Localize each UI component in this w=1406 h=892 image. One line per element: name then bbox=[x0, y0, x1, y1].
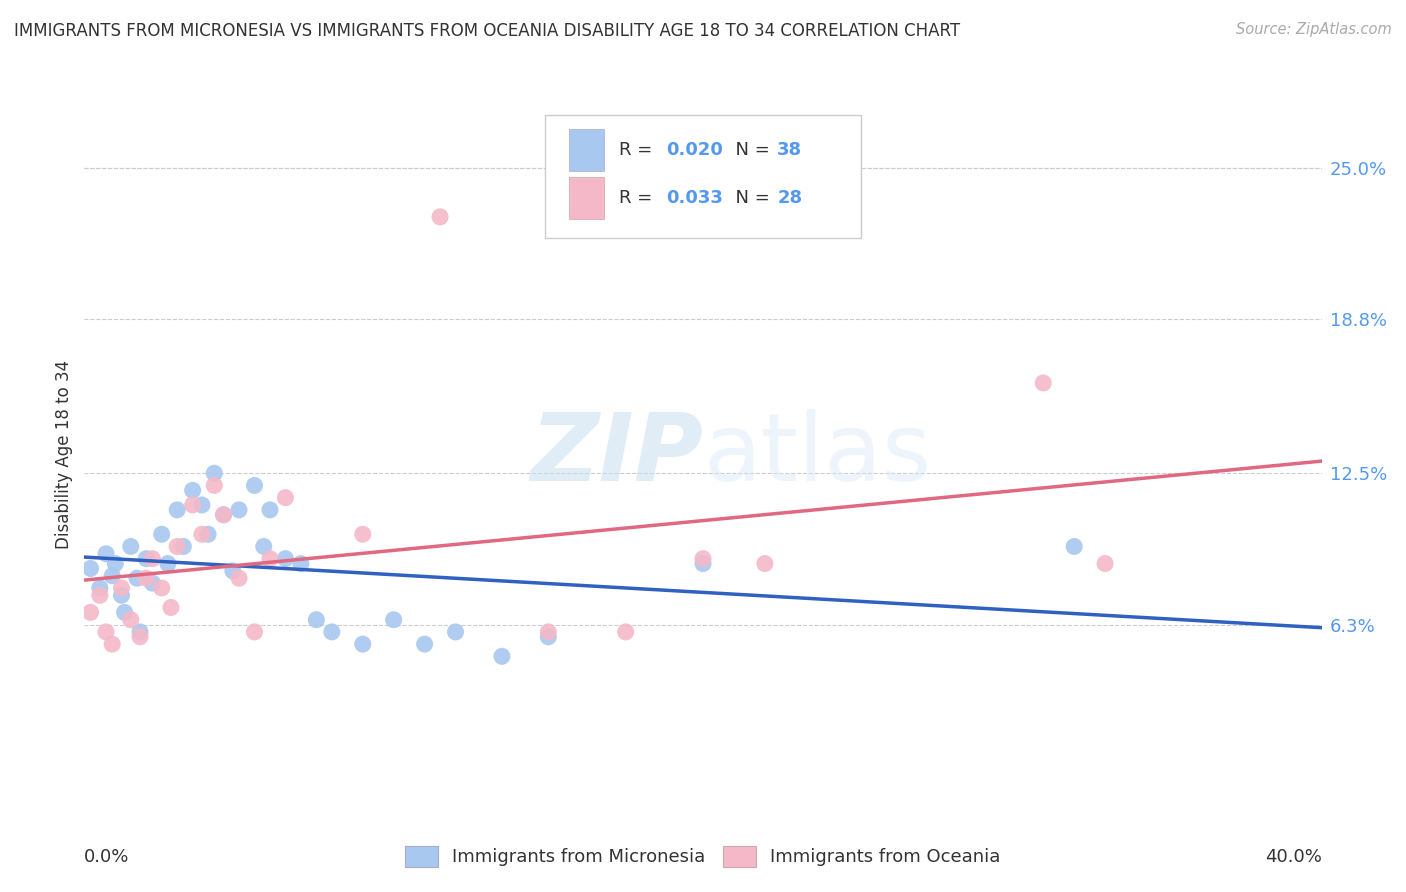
Point bbox=[166, 540, 188, 554]
Point bbox=[114, 606, 136, 620]
Point bbox=[212, 508, 235, 522]
Point bbox=[104, 557, 127, 571]
Point bbox=[125, 571, 148, 585]
Point bbox=[614, 624, 637, 639]
Point bbox=[141, 576, 163, 591]
Point bbox=[172, 540, 194, 554]
Point bbox=[537, 630, 560, 644]
Point bbox=[413, 637, 436, 651]
Point bbox=[212, 508, 235, 522]
Point bbox=[156, 557, 179, 571]
Text: 38: 38 bbox=[778, 141, 803, 159]
Point bbox=[754, 557, 776, 571]
Point bbox=[1063, 540, 1085, 554]
Point bbox=[129, 624, 152, 639]
Point bbox=[160, 600, 183, 615]
Point bbox=[181, 483, 204, 498]
Text: R =: R = bbox=[619, 141, 658, 159]
FancyBboxPatch shape bbox=[544, 115, 862, 238]
Text: 40.0%: 40.0% bbox=[1265, 848, 1322, 866]
Point bbox=[222, 564, 245, 578]
Point bbox=[150, 527, 173, 541]
Text: 28: 28 bbox=[778, 189, 803, 207]
Text: R =: R = bbox=[619, 189, 658, 207]
Point bbox=[120, 613, 142, 627]
Text: IMMIGRANTS FROM MICRONESIA VS IMMIGRANTS FROM OCEANIA DISABILITY AGE 18 TO 34 CO: IMMIGRANTS FROM MICRONESIA VS IMMIGRANTS… bbox=[14, 22, 960, 40]
Point bbox=[243, 478, 266, 492]
Point bbox=[444, 624, 467, 639]
Point bbox=[110, 581, 132, 595]
Point bbox=[101, 568, 124, 582]
Point bbox=[150, 581, 173, 595]
Point bbox=[129, 630, 152, 644]
Point bbox=[166, 503, 188, 517]
Text: N =: N = bbox=[724, 141, 776, 159]
Point bbox=[274, 551, 297, 566]
Point bbox=[382, 613, 405, 627]
Point bbox=[101, 637, 124, 651]
Text: ZIP: ZIP bbox=[530, 409, 703, 501]
Point bbox=[141, 551, 163, 566]
Text: 0.020: 0.020 bbox=[666, 141, 723, 159]
Point bbox=[274, 491, 297, 505]
Point bbox=[259, 503, 281, 517]
Point bbox=[202, 478, 225, 492]
Point bbox=[94, 547, 117, 561]
Text: atlas: atlas bbox=[703, 409, 931, 501]
Point bbox=[197, 527, 219, 541]
Point bbox=[228, 503, 250, 517]
Bar bbox=[569, 178, 605, 219]
Point bbox=[79, 561, 101, 575]
Point bbox=[290, 557, 312, 571]
Point bbox=[259, 551, 281, 566]
Point bbox=[110, 588, 132, 602]
Point bbox=[79, 606, 101, 620]
Point bbox=[181, 498, 204, 512]
Point bbox=[228, 571, 250, 585]
Point bbox=[1032, 376, 1054, 390]
Point bbox=[191, 498, 214, 512]
Point bbox=[692, 557, 714, 571]
Point bbox=[352, 637, 374, 651]
Point bbox=[1094, 557, 1116, 571]
Bar bbox=[569, 129, 605, 171]
Point bbox=[89, 588, 111, 602]
Y-axis label: Disability Age 18 to 34: Disability Age 18 to 34 bbox=[55, 360, 73, 549]
Point bbox=[537, 624, 560, 639]
Point bbox=[321, 624, 343, 639]
Point bbox=[253, 540, 276, 554]
Text: 0.033: 0.033 bbox=[666, 189, 723, 207]
Point bbox=[89, 581, 111, 595]
Point bbox=[135, 551, 157, 566]
Point bbox=[352, 527, 374, 541]
Point bbox=[429, 210, 451, 224]
Point bbox=[202, 467, 225, 481]
Text: 0.0%: 0.0% bbox=[84, 848, 129, 866]
Text: N =: N = bbox=[724, 189, 776, 207]
Point bbox=[491, 649, 513, 664]
Point bbox=[94, 624, 117, 639]
Text: Source: ZipAtlas.com: Source: ZipAtlas.com bbox=[1236, 22, 1392, 37]
Point bbox=[692, 551, 714, 566]
Point bbox=[305, 613, 328, 627]
Point bbox=[120, 540, 142, 554]
Legend: Immigrants from Micronesia, Immigrants from Oceania: Immigrants from Micronesia, Immigrants f… bbox=[398, 838, 1008, 874]
Point bbox=[243, 624, 266, 639]
Point bbox=[191, 527, 214, 541]
Point bbox=[135, 571, 157, 585]
